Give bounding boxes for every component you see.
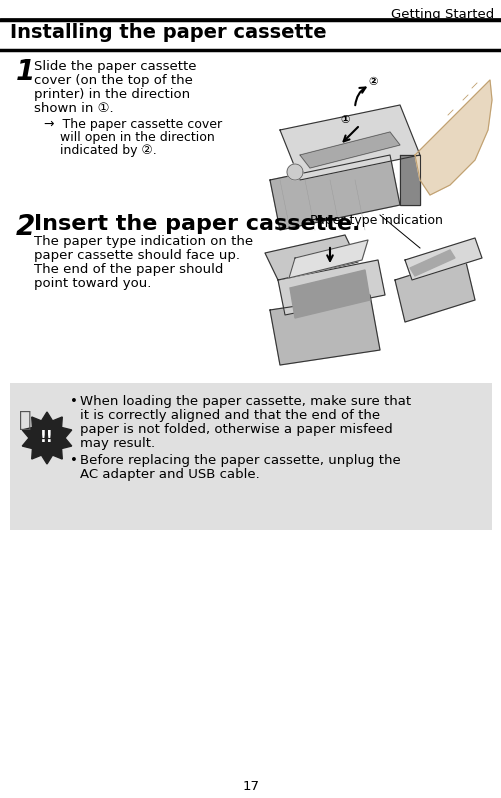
Polygon shape [409,250,454,276]
Polygon shape [290,270,369,318]
Text: The end of the paper should: The end of the paper should [34,263,223,276]
Polygon shape [414,80,491,195]
Text: →  The paper cassette cover: → The paper cassette cover [44,118,221,131]
Polygon shape [278,260,384,315]
Text: 👍: 👍 [19,410,31,430]
Text: Insert the paper cassette.: Insert the paper cassette. [34,214,360,234]
Text: AC adapter and USB cable.: AC adapter and USB cable. [80,468,259,481]
Text: will open in the direction: will open in the direction [44,131,214,144]
Polygon shape [287,164,303,180]
Polygon shape [404,238,481,280]
Polygon shape [265,235,357,280]
Polygon shape [399,155,419,205]
Text: paper cassette should face up.: paper cassette should face up. [34,249,239,262]
Text: Before replacing the paper cassette, unplug the: Before replacing the paper cassette, unp… [80,454,400,467]
Polygon shape [22,412,72,464]
Polygon shape [270,155,399,230]
Text: Getting Started: Getting Started [390,8,493,21]
Text: The paper type indication on the: The paper type indication on the [34,235,253,248]
Text: 17: 17 [242,780,259,793]
Text: paper is not folded, otherwise a paper misfeed: paper is not folded, otherwise a paper m… [80,423,392,436]
Text: 1: 1 [16,58,35,86]
Text: printer) in the direction: printer) in the direction [34,88,190,101]
Text: ②: ② [368,77,377,87]
Text: ①: ① [340,115,349,125]
Text: cover (on the top of the: cover (on the top of the [34,74,192,87]
Polygon shape [300,132,399,168]
Text: Installing the paper cassette: Installing the paper cassette [10,23,326,42]
Text: !!: !! [40,430,54,445]
Text: shown in ①.: shown in ①. [34,102,113,115]
Text: Slide the paper cassette: Slide the paper cassette [34,60,196,73]
Text: •: • [70,454,78,467]
Text: indicated by ②.: indicated by ②. [44,144,156,157]
Text: point toward you.: point toward you. [34,277,151,290]
FancyBboxPatch shape [10,383,491,530]
Polygon shape [289,240,367,278]
Text: 2: 2 [16,213,35,241]
Polygon shape [280,105,419,180]
Text: When loading the paper cassette, make sure that: When loading the paper cassette, make su… [80,395,410,408]
Polygon shape [394,258,474,322]
Text: •: • [70,395,78,408]
Text: it is correctly aligned and that the end of the: it is correctly aligned and that the end… [80,409,379,422]
Polygon shape [270,295,379,365]
Text: Paper type indication: Paper type indication [310,214,442,227]
Text: may result.: may result. [80,437,155,450]
